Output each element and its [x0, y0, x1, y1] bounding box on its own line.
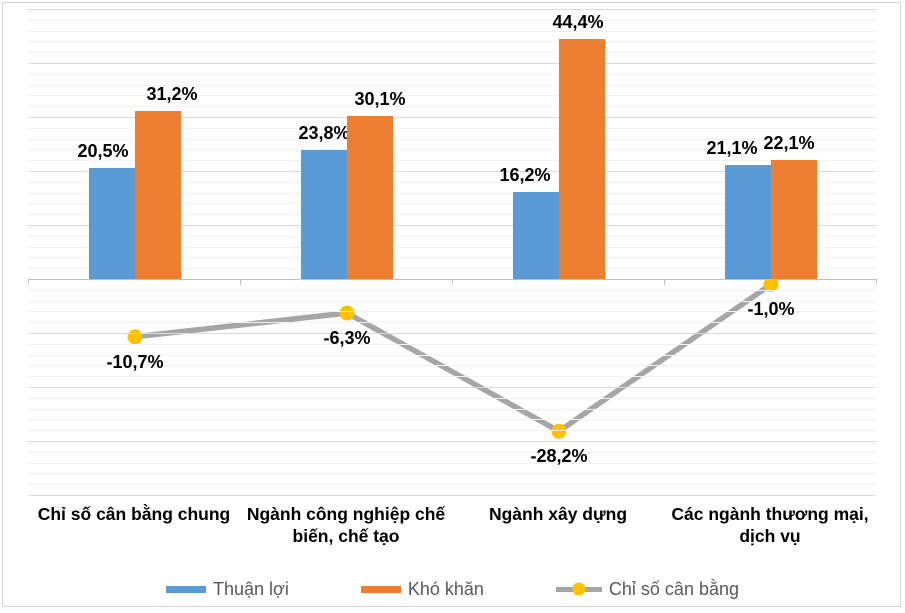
bar-thuan-loi-2 — [513, 191, 559, 279]
line-data-label: -1,0% — [747, 299, 795, 320]
gridline — [28, 246, 876, 248]
bar-kho-khan-2 — [559, 39, 605, 279]
gridline — [28, 203, 876, 205]
gridline — [28, 322, 876, 324]
gridline — [28, 95, 876, 97]
gridline — [28, 171, 876, 172]
bar-data-label: 22,1% — [763, 132, 815, 153]
line-marker-3 — [763, 276, 779, 292]
gridline — [28, 430, 876, 432]
axis-tick — [876, 279, 877, 285]
legend-label: Khó khăn — [407, 579, 484, 599]
bar-data-label: 21,1% — [706, 138, 758, 159]
gridline — [28, 192, 876, 194]
line-data-label: -28,2% — [530, 446, 588, 467]
gridline — [28, 462, 876, 464]
legend-label: Chỉ số cân bằng — [608, 579, 739, 599]
gridline — [28, 419, 876, 421]
bar-thuan-loi-3 — [725, 165, 771, 279]
gridline — [28, 408, 876, 410]
gridline — [28, 84, 876, 86]
bar-kho-khan-1 — [347, 116, 393, 279]
balance-line — [134, 282, 773, 435]
gridline — [28, 257, 876, 259]
gridline — [28, 117, 876, 118]
bar-data-label: 30,1% — [354, 89, 406, 110]
legend-label: Thuận lợi — [213, 579, 289, 599]
legend-item-thuan-loi: Thuận lợi — [166, 578, 289, 600]
legend-item-kho-khan: Khó khăn — [360, 578, 484, 600]
gridline — [28, 473, 876, 475]
gridline — [28, 365, 876, 367]
axis-tick — [240, 279, 241, 285]
gridline — [28, 30, 876, 32]
line-data-label: -6,3% — [323, 328, 371, 349]
gridline — [28, 181, 876, 183]
bar-thuan-loi-0 — [89, 168, 135, 279]
legend-marker-dot-icon — [572, 582, 586, 596]
gridline — [28, 52, 876, 54]
line-marker-2 — [551, 423, 567, 439]
gridline — [28, 376, 876, 378]
category-label-1: Ngành công nghiệp chế biến, chế tạo — [246, 504, 446, 546]
legend: Thuận lợi Khó khăn Chỉ số cân bằng — [0, 574, 905, 604]
gridline — [28, 343, 876, 345]
bar-kho-khan-0 — [135, 110, 181, 279]
gridline — [28, 160, 876, 162]
gridline — [28, 300, 876, 302]
bar-kho-khan-3 — [771, 159, 817, 279]
gridline — [28, 106, 876, 108]
bar-thuan-loi-1 — [301, 150, 347, 279]
gridline — [28, 268, 876, 270]
gridline — [28, 333, 876, 334]
line-marker-0 — [127, 329, 143, 345]
category-label-2: Ngành xây dựng — [488, 504, 628, 524]
gridline — [28, 235, 876, 237]
gridline — [28, 225, 876, 226]
gridline — [28, 127, 876, 129]
bar-data-label: 16,2% — [499, 164, 551, 185]
line-marker-1 — [339, 305, 355, 321]
gridline — [28, 73, 876, 75]
axis-tick — [452, 279, 453, 285]
gridline — [28, 387, 876, 388]
gridline — [28, 441, 876, 442]
gridline — [28, 451, 876, 453]
gridline — [28, 19, 876, 21]
gridline — [28, 138, 876, 140]
gridline — [28, 397, 876, 399]
legend-swatch-blue-bar — [166, 585, 206, 593]
legend-swatch-orange-bar — [360, 585, 401, 593]
gridline — [28, 354, 876, 356]
gridline — [28, 214, 876, 216]
category-label-3: Các ngành thương mại, dịch vụ — [671, 504, 869, 546]
gridline — [28, 63, 876, 64]
category-label-0: Chỉ số cân bằng chung — [37, 504, 231, 524]
gridline — [28, 484, 876, 486]
gridline — [28, 495, 876, 496]
gridline — [28, 311, 876, 313]
bar-data-label: 44,4% — [552, 12, 604, 33]
axis-tick — [664, 279, 665, 285]
bar-data-label: 23,8% — [298, 123, 350, 144]
gridline — [28, 9, 876, 10]
gridline — [28, 41, 876, 43]
legend-item-chi-so-can-bang: Chỉ số cân bằng — [555, 578, 739, 600]
plot-area: 20,5% 23,8% 16,2% 21,1% 31,2% 30,1% 44,4% 22,1%… — [28, 9, 877, 496]
gridline — [28, 149, 876, 151]
legend-swatch-line-marker — [555, 582, 602, 596]
bar-data-label: 31,2% — [146, 83, 198, 104]
gridline — [28, 289, 876, 291]
axis-tick — [28, 279, 29, 285]
line-data-label: -10,7% — [106, 351, 164, 372]
bar-data-label: 20,5% — [77, 141, 129, 162]
